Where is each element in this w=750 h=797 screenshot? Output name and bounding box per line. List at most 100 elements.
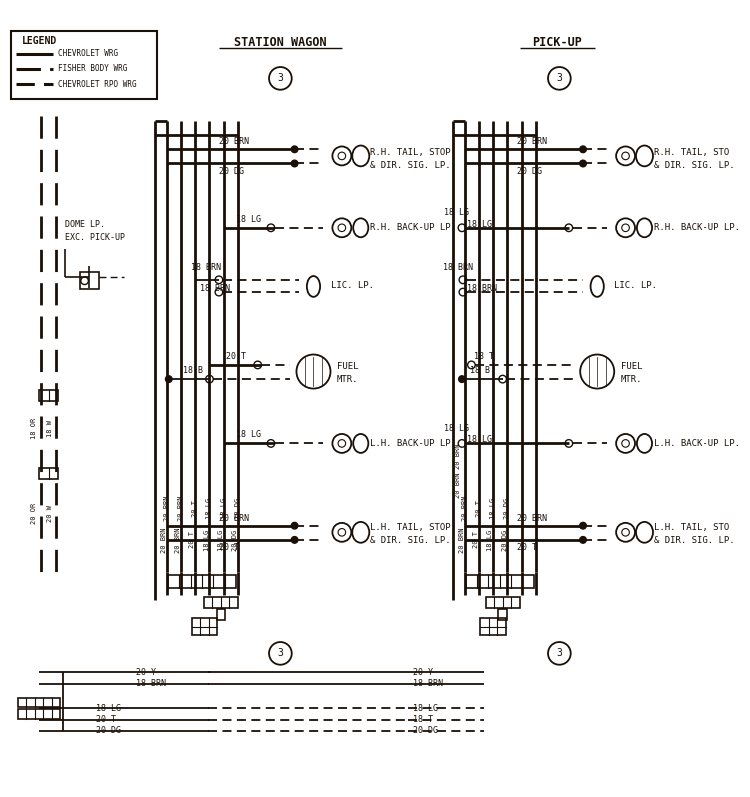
Text: 20 T: 20 T <box>473 532 479 548</box>
Text: L.H. TAIL, STO: L.H. TAIL, STO <box>654 523 729 532</box>
Text: 20 DG: 20 DG <box>504 498 510 520</box>
Bar <box>80 273 99 289</box>
Text: 18 OR: 18 OR <box>32 418 38 439</box>
Text: R.H. TAIL, STOP: R.H. TAIL, STOP <box>370 147 451 157</box>
Text: 18 LG: 18 LG <box>466 219 492 229</box>
Text: 20 T: 20 T <box>517 543 537 552</box>
Text: MTR.: MTR. <box>337 375 358 383</box>
Text: MTR.: MTR. <box>621 375 642 383</box>
Circle shape <box>580 160 586 167</box>
Text: FUEL: FUEL <box>621 363 642 371</box>
Circle shape <box>291 522 298 529</box>
Text: 3: 3 <box>556 649 562 658</box>
Text: PICK-UP: PICK-UP <box>532 36 583 49</box>
Text: DOME LP.: DOME LP. <box>64 221 105 230</box>
Text: 18 BRN: 18 BRN <box>466 284 496 292</box>
Text: 20 BRN: 20 BRN <box>176 527 181 552</box>
Text: 20 DG: 20 DG <box>502 529 508 551</box>
Text: 20 BRN: 20 BRN <box>459 527 465 552</box>
Text: 18 LG: 18 LG <box>490 498 496 520</box>
Text: 20 Y: 20 Y <box>413 668 433 677</box>
Text: & DIR. SIG. LP.: & DIR. SIG. LP. <box>370 536 451 545</box>
Text: & DIR. SIG. LP.: & DIR. SIG. LP. <box>654 161 734 170</box>
Text: 18 LG: 18 LG <box>444 424 469 433</box>
Text: 20 BRN: 20 BRN <box>455 473 461 498</box>
Bar <box>18 709 61 719</box>
Text: FISHER BODY WRG: FISHER BODY WRG <box>58 65 128 73</box>
Text: 20 T: 20 T <box>476 501 482 517</box>
Bar <box>481 618 506 635</box>
Text: 18 T: 18 T <box>474 352 494 361</box>
Text: 3: 3 <box>278 649 284 658</box>
Text: 20 BRN: 20 BRN <box>164 496 170 521</box>
Bar <box>192 618 217 635</box>
Text: R.H. BACK-UP LP.: R.H. BACK-UP LP. <box>654 223 740 232</box>
Text: 18 LG: 18 LG <box>220 498 226 520</box>
Text: CHEVROLET WRG: CHEVROLET WRG <box>58 49 118 58</box>
Text: 18 LG: 18 LG <box>466 435 492 444</box>
Text: CHEVROLET RPO WRG: CHEVROLET RPO WRG <box>58 80 136 88</box>
Text: 18 W: 18 W <box>46 420 53 437</box>
Text: & DIR. SIG. LP.: & DIR. SIG. LP. <box>370 161 451 170</box>
Text: 18 LG: 18 LG <box>217 529 223 551</box>
Bar <box>217 610 225 620</box>
Text: 18 BRN: 18 BRN <box>200 284 230 292</box>
Text: EXC. PICK-UP: EXC. PICK-UP <box>64 233 125 241</box>
Circle shape <box>580 522 586 529</box>
Text: 18 LG: 18 LG <box>96 704 121 713</box>
Text: 18 LG: 18 LG <box>236 214 261 224</box>
Text: STATION WAGON: STATION WAGON <box>234 36 327 49</box>
Text: 20 BRN: 20 BRN <box>462 496 468 521</box>
Text: 20 T: 20 T <box>226 352 247 361</box>
Text: 3: 3 <box>278 73 284 84</box>
Circle shape <box>459 376 465 383</box>
Text: R.H. BACK-UP LP.: R.H. BACK-UP LP. <box>370 223 456 232</box>
Text: 20 DG: 20 DG <box>517 167 542 175</box>
Circle shape <box>580 536 586 544</box>
Text: 20 DG: 20 DG <box>235 498 241 520</box>
Text: 20 BRN: 20 BRN <box>517 513 547 523</box>
Text: 18 BRN: 18 BRN <box>443 263 473 272</box>
Text: L.H. BACK-UP LP.: L.H. BACK-UP LP. <box>654 439 740 448</box>
Circle shape <box>166 376 172 383</box>
Circle shape <box>580 146 586 152</box>
Text: 18 LG: 18 LG <box>203 529 209 551</box>
Text: R.H. TAIL, STO: R.H. TAIL, STO <box>654 147 729 157</box>
Text: 18 LG: 18 LG <box>206 498 212 520</box>
Text: 18 LG: 18 LG <box>236 430 261 439</box>
Text: 18 B: 18 B <box>470 366 490 375</box>
Text: 18 LG: 18 LG <box>444 208 469 217</box>
Text: 3: 3 <box>556 73 562 84</box>
Text: L.H. BACK-UP LP.: L.H. BACK-UP LP. <box>370 439 456 448</box>
Text: 20 W: 20 W <box>46 505 53 522</box>
Text: 20 DG: 20 DG <box>219 167 244 175</box>
Bar <box>204 597 238 607</box>
Text: 20 BRN: 20 BRN <box>219 137 249 146</box>
Text: 20 T: 20 T <box>96 715 116 724</box>
Text: 20 T: 20 T <box>190 532 196 548</box>
Bar <box>168 575 236 588</box>
Bar <box>18 698 61 707</box>
Text: LEGEND: LEGEND <box>22 37 57 46</box>
Circle shape <box>291 536 298 544</box>
Bar <box>10 31 157 99</box>
Text: 20 BRN: 20 BRN <box>517 137 547 146</box>
Text: 20 BRN: 20 BRN <box>178 496 184 521</box>
Text: 18 T: 18 T <box>413 715 433 724</box>
Bar <box>485 597 520 607</box>
Text: L.H. TAIL, STOP: L.H. TAIL, STOP <box>370 523 451 532</box>
Text: 20 OR: 20 OR <box>32 503 38 524</box>
Bar <box>466 575 534 588</box>
Text: 18 BRN: 18 BRN <box>413 679 442 688</box>
Circle shape <box>291 160 298 167</box>
Text: 20 T: 20 T <box>192 501 198 517</box>
Text: 20 BRN: 20 BRN <box>455 444 461 469</box>
Text: 20 BRN: 20 BRN <box>161 527 167 552</box>
Text: 20 BRN: 20 BRN <box>219 513 249 523</box>
Text: 18 BRN: 18 BRN <box>190 263 220 272</box>
Bar <box>498 610 507 620</box>
Text: 18 LG: 18 LG <box>488 529 494 551</box>
Text: LIC. LP.: LIC. LP. <box>331 281 374 290</box>
Text: 20 DG: 20 DG <box>96 726 121 736</box>
Text: 20 DG: 20 DG <box>232 529 238 551</box>
